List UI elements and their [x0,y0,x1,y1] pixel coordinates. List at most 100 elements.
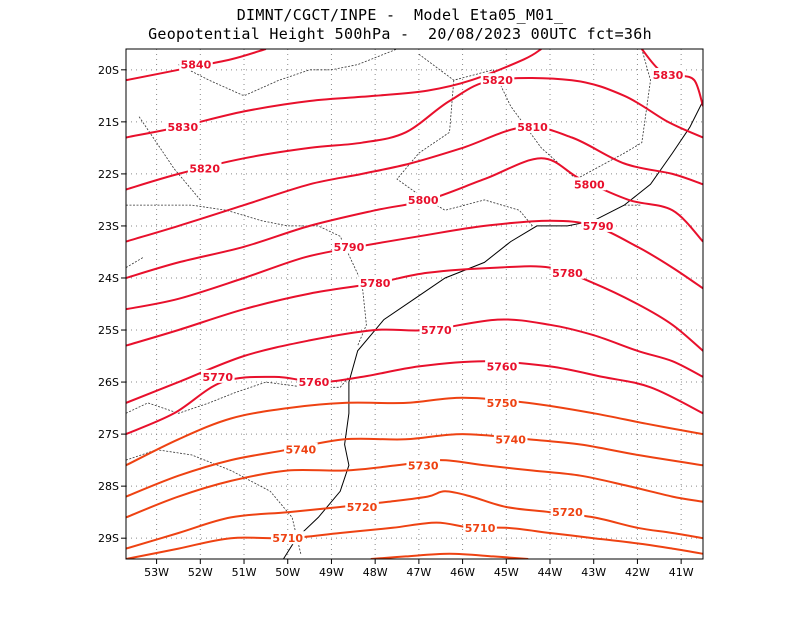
y-tick-label: 27S [98,428,119,441]
contour-label: 5720 [552,506,583,519]
contour-label: 5760 [299,376,330,389]
contour-label-bg [493,432,528,446]
contour-label-bg [406,458,441,472]
contour-label-bg [651,68,685,82]
contour-5780 [126,265,703,352]
state-border [126,204,367,346]
contour-5720 [126,490,703,550]
contour-5730 [126,459,703,519]
contour-label-bg [550,265,585,279]
contour-label-bg [406,192,441,206]
contour-5800 [126,157,703,279]
contour-label-bg [358,276,392,290]
contour-label: 5780 [552,267,583,280]
contour-label: 5780 [360,277,391,290]
contour-label: 5730 [408,459,439,472]
contour-label-bg [187,161,222,175]
state-border [126,376,350,414]
contour-label-bg [284,442,318,456]
y-tick-label: 22S [98,168,119,181]
contour-label-bg [550,505,585,519]
map-title-line-2: Geopotential Height 500hPa - 20/08/2023 … [148,25,652,43]
contour-5750 [126,396,703,467]
contour-5760 [126,360,703,436]
contour-label-bg [515,120,550,134]
contour-5740 [126,433,703,498]
contour-label-bg [572,177,607,191]
contour-label: 5710 [465,522,496,535]
contour-label-bg [166,120,200,134]
contour-label-bg [581,218,615,232]
y-tick-label: 28S [98,480,119,493]
contour-label: 5720 [347,501,378,514]
state-border [396,80,455,196]
contour-label-bg [419,323,454,337]
contour-label: 5740 [286,444,317,457]
grid-lines [126,49,703,559]
latitude-ticks: 20S 21S 22S 23S 24S 25S 26S 27S 28S 29S [98,64,126,545]
y-tick-label: 20S [98,64,119,77]
contour-label: 5790 [583,220,614,233]
contour-label-bg [345,499,379,513]
x-tick-label: 47W [406,566,431,579]
contour-5770 [126,318,703,404]
contour-label: 5820 [482,74,513,87]
contour-label-bg [485,395,519,409]
height-contours [126,49,703,559]
y-tick-label: 23S [98,220,119,233]
contour-5700 [370,552,529,559]
y-tick-label: 25S [98,324,119,337]
state-border [418,194,533,227]
contour-label: 5810 [517,121,548,134]
contour-label-bg [332,239,366,253]
contour-label-bg [179,57,213,71]
contour-label: 5790 [334,241,365,254]
contour-label: 5830 [168,121,199,134]
state-border [178,49,398,97]
contour-label: 5770 [421,324,452,337]
longitude-ticks: 53W 52W 51W 50W 49W 48W 47W 46W 45W 44W 43W 42W 41W [144,559,694,579]
x-tick-label: 45W [494,566,519,579]
contour-labels: 5840 5830 5820 5820 5830 5810 5800 5800 5790 5790… [166,57,685,545]
x-tick-label: 51W [232,566,257,579]
y-tick-label: 26S [98,376,119,389]
contour-label: 5770 [202,371,233,384]
x-tick-label: 44W [538,566,563,579]
map-title-line-1: DIMNT/CGCT/INPE - Model Eta05_M01_ [236,6,564,24]
contour-label-bg [485,359,519,373]
x-tick-label: 49W [319,566,344,579]
contour-label: 5760 [487,360,518,373]
contour-label-bg [270,531,305,545]
contour-label: 5710 [272,532,303,545]
y-tick-label: 29S [98,532,119,545]
contour-5710 [126,521,703,559]
contour-5810 [126,125,703,243]
contour-label: 5750 [487,397,518,410]
contour-5790 [126,219,703,311]
contour-label: 5740 [495,433,526,446]
contour-label-bg [480,73,515,87]
contour-label: 5830 [653,69,684,82]
x-tick-label: 50W [275,566,300,579]
x-tick-label: 48W [363,566,388,579]
coastline [282,100,703,559]
x-tick-label: 41W [669,566,694,579]
contour-label: 5800 [574,178,605,191]
plot-frame [125,48,704,560]
contour-5820 [126,76,703,191]
contour-label: 5840 [181,59,212,72]
x-tick-label: 46W [450,566,475,579]
y-tick-label: 24S [98,272,119,285]
political-borders [126,49,651,554]
contour-label-bg [463,520,497,534]
coastline-path [282,100,703,559]
contour-label-bg [200,369,235,383]
contour-label-bg [297,375,331,389]
contour-label: 5820 [189,163,220,176]
y-tick-label: 21S [98,116,119,129]
state-border [126,256,144,268]
x-tick-label: 43W [581,566,606,579]
x-tick-label: 52W [188,566,213,579]
x-tick-label: 42W [625,566,650,579]
